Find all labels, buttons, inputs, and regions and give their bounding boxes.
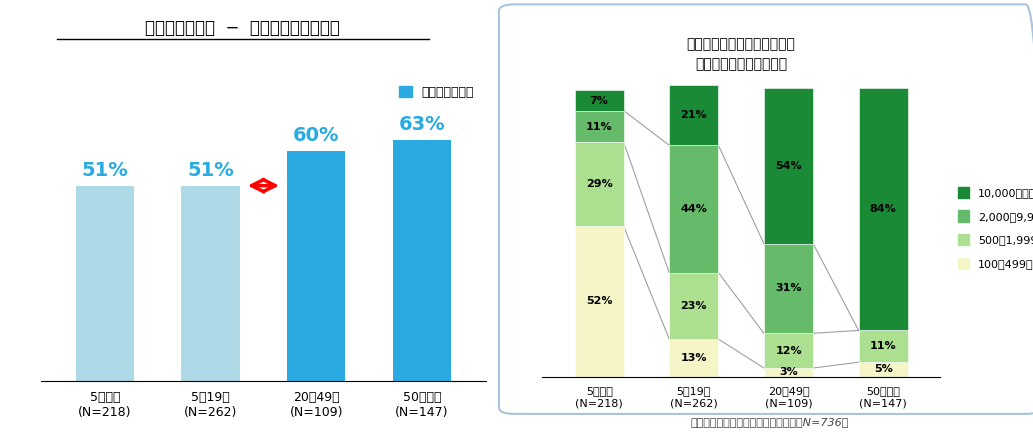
Bar xyxy=(764,333,813,368)
Text: 63%: 63% xyxy=(399,115,445,134)
Bar xyxy=(858,362,908,377)
Text: 51%: 51% xyxy=(187,161,233,180)
Bar xyxy=(287,151,345,381)
Text: ベース：グループに属する企業全体（N=736）: ベース：グループに属する企業全体（N=736） xyxy=(690,417,849,427)
Text: 対応状況スコア  −  グループ内企業数別: 対応状況スコア − グループ内企業数別 xyxy=(146,19,340,37)
Text: 13%: 13% xyxy=(681,353,707,363)
Text: 11%: 11% xyxy=(586,122,613,131)
Text: 51%: 51% xyxy=(82,161,128,180)
Bar xyxy=(75,186,134,381)
Text: 84%: 84% xyxy=(870,204,897,214)
Bar xyxy=(764,244,813,333)
Text: 23%: 23% xyxy=(681,301,707,311)
Bar xyxy=(574,111,624,142)
Legend: 対応状況スコア: 対応状況スコア xyxy=(395,81,479,104)
Bar xyxy=(669,145,719,272)
Text: 29%: 29% xyxy=(586,180,613,189)
Legend: 10,000名以上, 2,000～9,999名, 500～1,999名, 100～499名: 10,000名以上, 2,000～9,999名, 500～1,999名, 100… xyxy=(953,182,1033,273)
Text: 44%: 44% xyxy=(681,204,708,214)
Bar xyxy=(393,140,451,381)
Text: 7%: 7% xyxy=(590,95,608,106)
Bar xyxy=(669,85,719,145)
Text: 21%: 21% xyxy=(681,110,708,120)
Text: 31%: 31% xyxy=(776,283,802,293)
Bar xyxy=(574,226,624,377)
Bar xyxy=(858,88,908,330)
Text: 54%: 54% xyxy=(775,161,802,170)
Text: 52%: 52% xyxy=(586,297,613,307)
Text: 12%: 12% xyxy=(775,346,802,356)
Text: 3%: 3% xyxy=(779,367,797,378)
Bar xyxy=(669,339,719,377)
Bar xyxy=(858,330,908,362)
Text: 5%: 5% xyxy=(874,364,893,374)
Text: 60%: 60% xyxy=(293,126,340,145)
Bar xyxy=(574,142,624,226)
Bar xyxy=(669,272,719,339)
Bar xyxy=(182,186,240,381)
Text: 11%: 11% xyxy=(870,341,897,351)
Bar xyxy=(574,90,624,111)
Bar xyxy=(764,368,813,377)
Bar xyxy=(764,88,813,244)
Title: 【参考】グループ内企業数別
グループ全体の従業員数: 【参考】グループ内企業数別 グループ全体の従業員数 xyxy=(687,37,795,71)
